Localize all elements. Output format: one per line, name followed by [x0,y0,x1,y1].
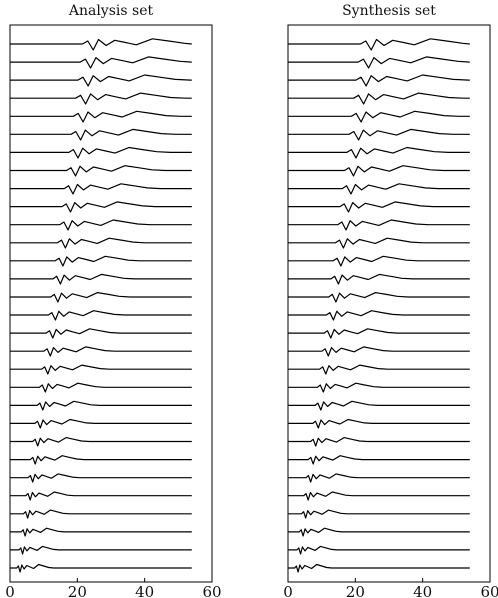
trace-line [10,183,192,195]
plot-frame-analysis [9,24,213,583]
trace-line [288,128,470,141]
trace-line [10,382,192,393]
trace-line [288,310,470,321]
trace-line [288,38,470,51]
trace-line [288,183,470,195]
trace-line [288,56,470,69]
panel-synthesis-set: Synthesis set 0 20 40 60 [283,3,498,598]
x-tick-label: 40 [135,583,154,598]
trace-line [288,237,470,249]
x-tick-label: 0 [283,583,293,598]
traces-analysis [10,38,192,573]
trace-line [10,491,192,501]
trace-line [10,201,192,213]
trace-line [288,328,470,339]
trace-line [10,563,192,573]
trace-line [288,418,470,429]
panel-title-analysis: Analysis set [68,3,154,19]
trace-line [288,165,470,177]
trace-line [288,273,470,285]
x-tick-label: 60 [480,583,498,598]
trace-line [10,237,192,249]
panel-analysis-set: Analysis set 0 20 40 60 [5,3,221,598]
trace-line [10,310,192,321]
trace-line [10,527,192,537]
x-ticks-synthesis: 0 20 40 60 [283,578,498,598]
trace-line [10,128,192,141]
trace-line [10,146,192,159]
trace-line [10,418,192,429]
x-tick-label: 20 [68,583,87,598]
trace-line [288,292,470,303]
trace-line [288,437,470,447]
traces-synthesis [288,38,470,573]
trace-line [10,219,192,231]
trace-line [288,364,470,375]
x-tick-label: 40 [413,583,432,598]
trace-line [288,201,470,213]
trace-line [10,38,192,51]
trace-line [10,455,192,465]
trace-line [10,165,192,177]
trace-line [288,400,470,411]
trace-line [10,400,192,411]
trace-line [10,364,192,375]
x-tick-label: 0 [5,583,15,598]
trace-line [10,437,192,447]
trace-line [10,292,192,303]
trace-line [10,74,192,87]
x-tick-label: 60 [202,583,221,598]
trace-line [288,455,470,465]
plot-frame-synthesis [287,24,491,583]
trace-line [10,473,192,483]
trace-line [288,74,470,87]
trace-line [10,545,192,555]
trace-line [10,92,192,105]
trace-line [10,273,192,285]
trace-line [288,563,470,573]
trace-line [10,110,192,123]
trace-line [288,527,470,537]
trace-line [288,146,470,159]
trace-line [288,255,470,267]
trace-line [10,56,192,69]
trace-line [10,328,192,339]
trace-line [288,219,470,231]
trace-line [288,509,470,519]
trace-line [288,473,470,483]
trace-line [10,509,192,519]
trace-line [288,346,470,357]
trace-line [288,92,470,105]
trace-line [288,110,470,123]
trace-line [288,491,470,501]
x-tick-label: 20 [346,583,365,598]
trace-line [288,545,470,555]
trace-line [10,255,192,267]
x-ticks-analysis: 0 20 40 60 [5,578,222,598]
trace-line [288,382,470,393]
panel-title-synthesis: Synthesis set [342,3,436,19]
trace-line [10,346,192,357]
